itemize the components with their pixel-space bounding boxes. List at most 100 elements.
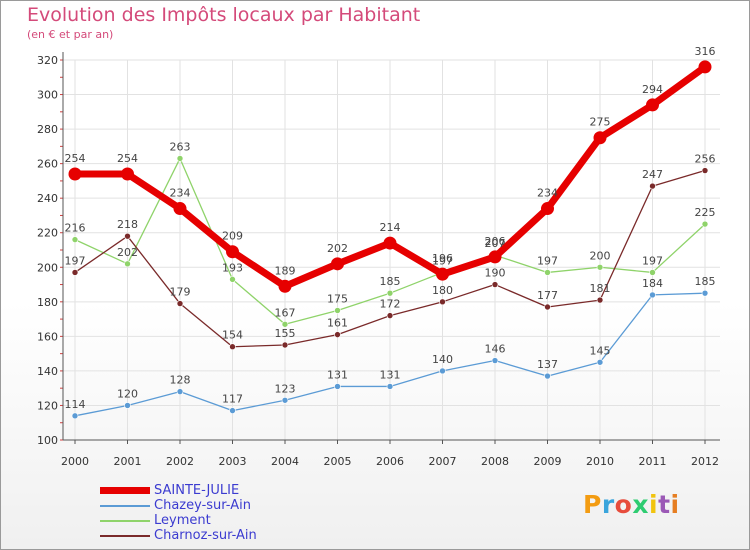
data-label: 177 [537, 289, 558, 302]
chart-title: Evolution des Impôts locaux par Habitant [27, 4, 421, 26]
data-point [121, 167, 134, 181]
data-label: 207 [485, 237, 506, 250]
data-label: 316 [695, 45, 716, 58]
data-point [596, 263, 604, 271]
data-label: 190 [485, 267, 506, 280]
y-tick-label: 160 [37, 330, 58, 343]
y-tick-label: 220 [37, 227, 58, 240]
logo-letter: P [583, 490, 602, 519]
data-point [698, 60, 712, 74]
logo-letter: t [658, 490, 671, 519]
data-point [491, 357, 499, 364]
data-label: 140 [432, 353, 453, 366]
y-tick-label: 320 [37, 54, 58, 67]
y-tick-label: 240 [37, 192, 58, 205]
data-point [649, 269, 656, 276]
y-tick-label: 260 [37, 158, 58, 171]
y-tick-label: 300 [37, 89, 58, 102]
data-label: 120 [117, 387, 138, 400]
data-label: 185 [380, 275, 401, 288]
data-label: 145 [590, 344, 611, 357]
data-label: 137 [537, 358, 558, 371]
y-tick-label: 100 [37, 434, 58, 447]
data-point [124, 260, 131, 268]
legend-label: Charnoz-sur-Ain [154, 528, 257, 543]
data-label: 214 [380, 221, 401, 234]
data-point [334, 383, 341, 390]
data-label: 128 [170, 374, 191, 387]
data-label: 131 [380, 368, 401, 381]
data-label: 123 [275, 382, 296, 395]
data-label: 256 [695, 153, 716, 166]
data-label: 179 [170, 286, 191, 299]
data-label: 161 [327, 317, 348, 330]
x-tick-label: 2003 [219, 455, 247, 468]
y-tick-label: 120 [37, 399, 58, 412]
data-point [646, 98, 659, 112]
data-point [229, 407, 236, 414]
data-point [544, 269, 551, 276]
data-point [331, 257, 344, 271]
x-tick-label: 2006 [376, 455, 404, 468]
x-tick-label: 2002 [166, 455, 194, 468]
legend-swatch [100, 487, 150, 494]
data-point [386, 312, 394, 319]
data-label: 234 [537, 187, 558, 200]
data-label: 181 [590, 282, 611, 295]
data-point [176, 388, 184, 395]
y-tick-label: 280 [37, 123, 58, 136]
legend-swatch [100, 535, 150, 537]
data-label: 196 [432, 252, 453, 265]
data-label: 197 [642, 254, 663, 267]
data-point [649, 291, 656, 299]
x-tick-label: 2001 [114, 455, 142, 468]
data-point [439, 367, 446, 375]
data-label: 254 [65, 152, 86, 165]
data-label: 131 [327, 368, 348, 381]
data-point [386, 383, 394, 390]
data-label: 175 [327, 292, 348, 305]
data-label: 154 [222, 329, 243, 342]
x-tick-label: 2000 [61, 455, 89, 468]
data-point [544, 303, 551, 311]
data-label: 206 [485, 235, 506, 248]
data-point [124, 232, 131, 240]
legend-swatch [100, 520, 150, 522]
proxiti-logo: Proxiti [583, 490, 680, 519]
data-label: 197 [537, 254, 558, 267]
data-label: 180 [432, 284, 453, 297]
data-point [176, 300, 184, 307]
data-point [71, 269, 79, 276]
x-tick-label: 2010 [586, 455, 614, 468]
data-point [71, 236, 79, 243]
data-point [176, 155, 184, 162]
data-point [544, 372, 551, 380]
legend-label: Chazey-sur-Ain [154, 498, 251, 513]
data-label: 254 [117, 152, 138, 165]
data-label: 172 [380, 298, 401, 311]
y-tick-label: 200 [37, 261, 58, 274]
y-tick-label: 140 [37, 365, 58, 378]
data-point [281, 341, 289, 349]
data-label: 185 [695, 275, 716, 288]
data-point [649, 182, 656, 190]
data-point [281, 396, 289, 404]
x-tick-label: 2011 [639, 455, 667, 468]
data-label: 117 [222, 393, 243, 406]
data-point [701, 220, 709, 228]
x-tick-label: 2005 [324, 455, 352, 468]
data-label: 202 [117, 246, 138, 259]
data-point [278, 279, 292, 293]
data-point [701, 167, 709, 174]
data-point [439, 298, 446, 306]
data-label: 146 [485, 343, 506, 356]
x-tick-label: 2007 [429, 455, 457, 468]
legend-label: Leyment [154, 513, 211, 528]
data-label: 234 [170, 187, 191, 200]
data-label: 263 [170, 140, 191, 153]
x-tick-label: 2009 [534, 455, 562, 468]
data-point [596, 296, 604, 304]
data-point [488, 250, 502, 264]
